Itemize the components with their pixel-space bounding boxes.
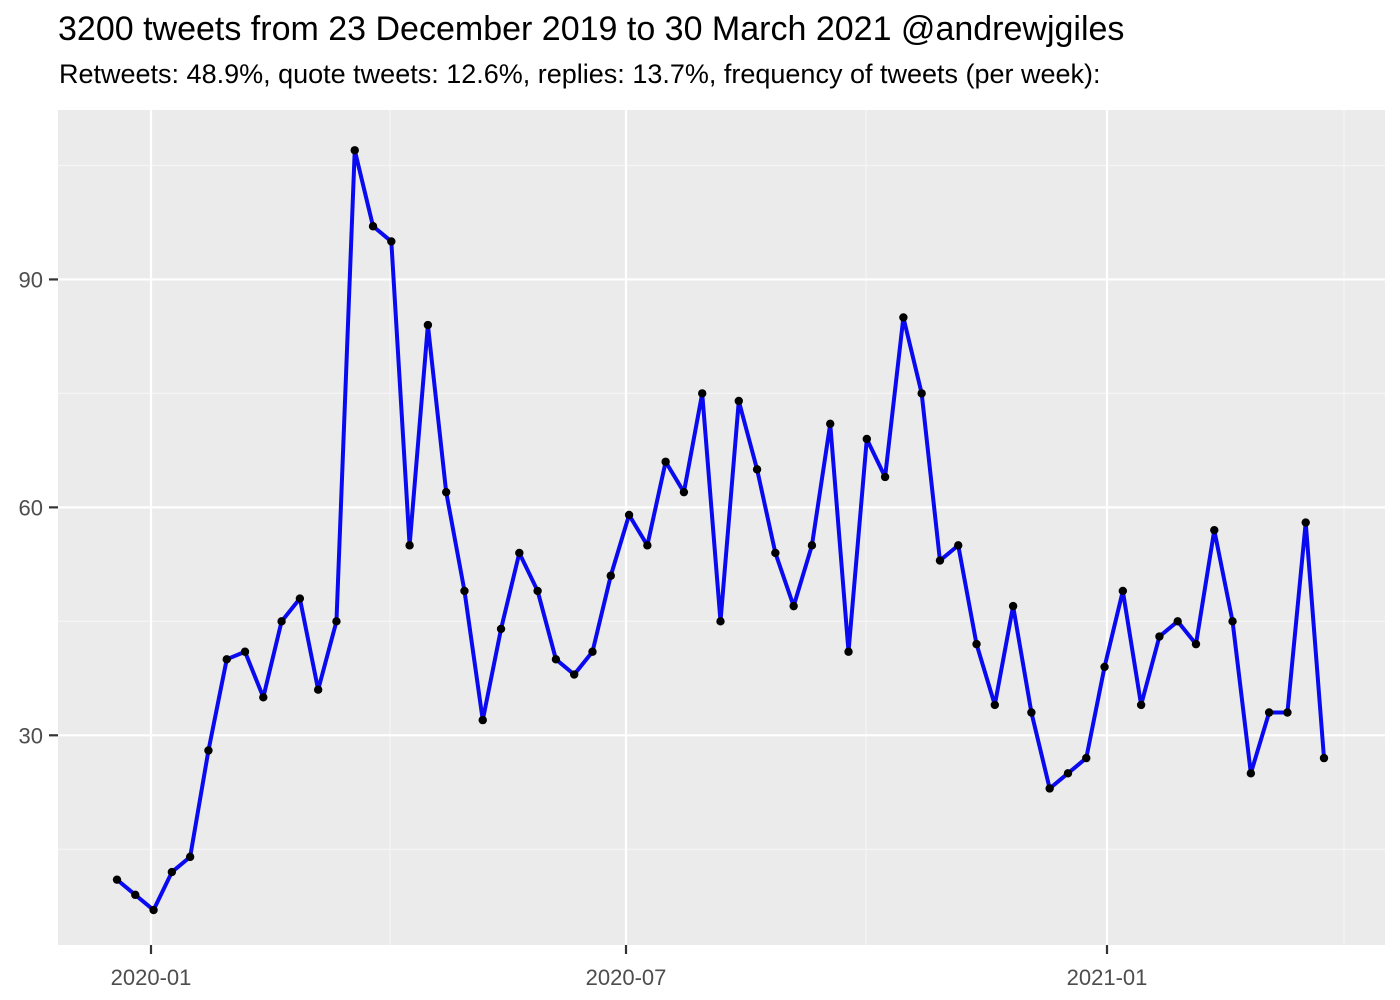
data-point bbox=[1228, 617, 1237, 626]
data-point bbox=[734, 396, 743, 406]
data-point bbox=[661, 457, 670, 466]
data-point bbox=[1045, 784, 1054, 793]
y-tick-label: 60 bbox=[19, 495, 43, 520]
data-point bbox=[1063, 769, 1073, 778]
data-point bbox=[807, 541, 817, 550]
data-point bbox=[862, 434, 872, 444]
x-tick-label: 2020-01 bbox=[111, 965, 192, 990]
data-point bbox=[771, 548, 780, 558]
x-tick-label: 2020-07 bbox=[586, 965, 667, 990]
data-point bbox=[679, 487, 689, 497]
data-point bbox=[716, 617, 725, 626]
data-point bbox=[789, 601, 798, 611]
data-point bbox=[643, 541, 652, 550]
data-point bbox=[1210, 525, 1219, 535]
data-point bbox=[185, 852, 195, 862]
data-point bbox=[240, 647, 250, 656]
data-point bbox=[387, 237, 396, 246]
axis-ticks bbox=[49, 278, 1109, 954]
data-point bbox=[826, 419, 835, 428]
data-point bbox=[880, 472, 890, 482]
data-point bbox=[698, 389, 707, 398]
data-point bbox=[496, 624, 506, 634]
data-point bbox=[1118, 586, 1128, 596]
data-point bbox=[1027, 708, 1036, 717]
data-point bbox=[752, 465, 762, 474]
major-gridlines bbox=[58, 110, 1385, 945]
data-point bbox=[222, 655, 231, 664]
data-point bbox=[606, 571, 615, 580]
plot-panel bbox=[58, 110, 1385, 945]
data-point bbox=[1301, 518, 1310, 527]
data-point bbox=[350, 146, 359, 155]
data-point bbox=[990, 700, 1000, 710]
data-point bbox=[405, 541, 414, 550]
data-point bbox=[1008, 601, 1018, 611]
data-point bbox=[935, 556, 945, 565]
data-point bbox=[277, 617, 286, 626]
data-point bbox=[112, 875, 122, 884]
data-point bbox=[899, 313, 908, 322]
data-point bbox=[1082, 753, 1091, 763]
data-point bbox=[441, 487, 451, 497]
data-point bbox=[1264, 708, 1274, 717]
data-point bbox=[533, 586, 542, 596]
data-point bbox=[368, 222, 378, 231]
y-tick-label: 30 bbox=[19, 723, 43, 748]
data-point bbox=[423, 320, 433, 330]
data-point bbox=[131, 890, 140, 900]
data-point bbox=[204, 746, 213, 755]
data-point bbox=[972, 639, 981, 649]
data-point bbox=[1173, 617, 1182, 626]
data-point bbox=[515, 548, 524, 558]
data-point bbox=[917, 389, 926, 398]
data-point bbox=[1100, 662, 1109, 672]
data-point bbox=[551, 655, 561, 664]
data-point bbox=[167, 867, 177, 877]
data-point bbox=[569, 670, 579, 679]
data-point bbox=[478, 715, 487, 725]
data-point bbox=[295, 594, 305, 603]
data-point bbox=[1246, 769, 1256, 778]
data-point bbox=[1319, 753, 1329, 763]
chart-subtitle: Retweets: 48.9%, quote tweets: 12.6%, re… bbox=[59, 59, 1101, 89]
data-point bbox=[1283, 708, 1292, 717]
data-point bbox=[1155, 632, 1164, 641]
data-point bbox=[954, 541, 963, 550]
data-point bbox=[624, 510, 634, 520]
data-point bbox=[313, 685, 323, 694]
data-point bbox=[1191, 639, 1201, 649]
chart-title: 3200 tweets from 23 December 2019 to 30 … bbox=[58, 10, 1125, 48]
y-tick-label: 90 bbox=[19, 267, 43, 292]
data-point bbox=[149, 905, 158, 915]
data-point bbox=[332, 617, 341, 626]
data-point bbox=[1136, 700, 1146, 710]
data-point bbox=[460, 586, 469, 596]
data-point bbox=[259, 693, 268, 702]
x-tick-label: 2021-01 bbox=[1067, 965, 1148, 990]
axis-labels: 30 60 90 2020-01 2020-07 2021-01 bbox=[19, 267, 1148, 990]
data-point bbox=[844, 647, 853, 656]
data-point bbox=[588, 647, 597, 656]
